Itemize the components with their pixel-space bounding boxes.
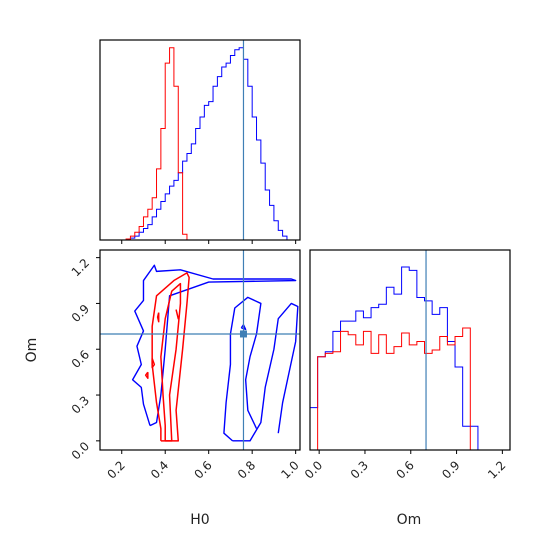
om-y-axis-label: Om [24, 338, 40, 363]
om-hist-tick-label: 0.6 [393, 458, 416, 481]
joint-truth-marker [239, 330, 247, 338]
red-contour [151, 358, 156, 369]
blue-contour [223, 296, 262, 442]
h0-hist-blue [100, 47, 296, 240]
h0-histogram-panel [99, 39, 301, 244]
h0-tick-label: 0.4 [148, 458, 171, 481]
joint-frame [99, 249, 301, 451]
blue-contour [232, 302, 299, 442]
om-tick-label: 0.6 [69, 347, 92, 370]
h0-tick-label: 1.0 [278, 458, 301, 481]
om-histogram-panel: 0.0 0.3 0.6 0.9 1.2 [302, 249, 511, 482]
red-contour [160, 282, 182, 442]
om-tick-label: 0.9 [69, 302, 92, 325]
om-tick-label: 0.0 [69, 439, 92, 462]
om-axis-label: Om [397, 512, 422, 528]
h0-hist-frame [99, 39, 301, 241]
red-contour [151, 272, 190, 442]
joint-contour-layer [100, 250, 300, 450]
blue-contour [131, 264, 297, 427]
h0-tick-label: 0.6 [191, 458, 214, 481]
h0-tick-label: 0.2 [104, 458, 127, 481]
h0-axis-label: H0 [190, 512, 209, 528]
red-contour [144, 371, 149, 379]
h0-tick-label: 0.8 [235, 458, 258, 481]
om-hist-red [310, 327, 501, 450]
joint-contour-panel: 0.2 0.4 0.6 0.8 1.0 0.0 0.3 0.6 0.9 1.2 [69, 249, 302, 482]
om-hist-frame [309, 249, 511, 451]
om-hist-blue [310, 266, 501, 450]
red-contour [175, 309, 180, 320]
om-tick-label: 0.3 [69, 393, 92, 416]
om-hist-tick-label: 0.3 [348, 458, 371, 481]
om-tick-label: 1.2 [69, 256, 92, 279]
red-contour [156, 312, 160, 323]
om-hist-tick-label: 0.9 [439, 458, 462, 481]
h0-hist-red [100, 47, 296, 240]
om-hist-tick-label: 0.0 [302, 458, 325, 481]
om-hist-layer [310, 250, 501, 450]
om-hist-tick-label: 1.2 [485, 458, 508, 481]
h0-hist-layer [100, 40, 296, 240]
